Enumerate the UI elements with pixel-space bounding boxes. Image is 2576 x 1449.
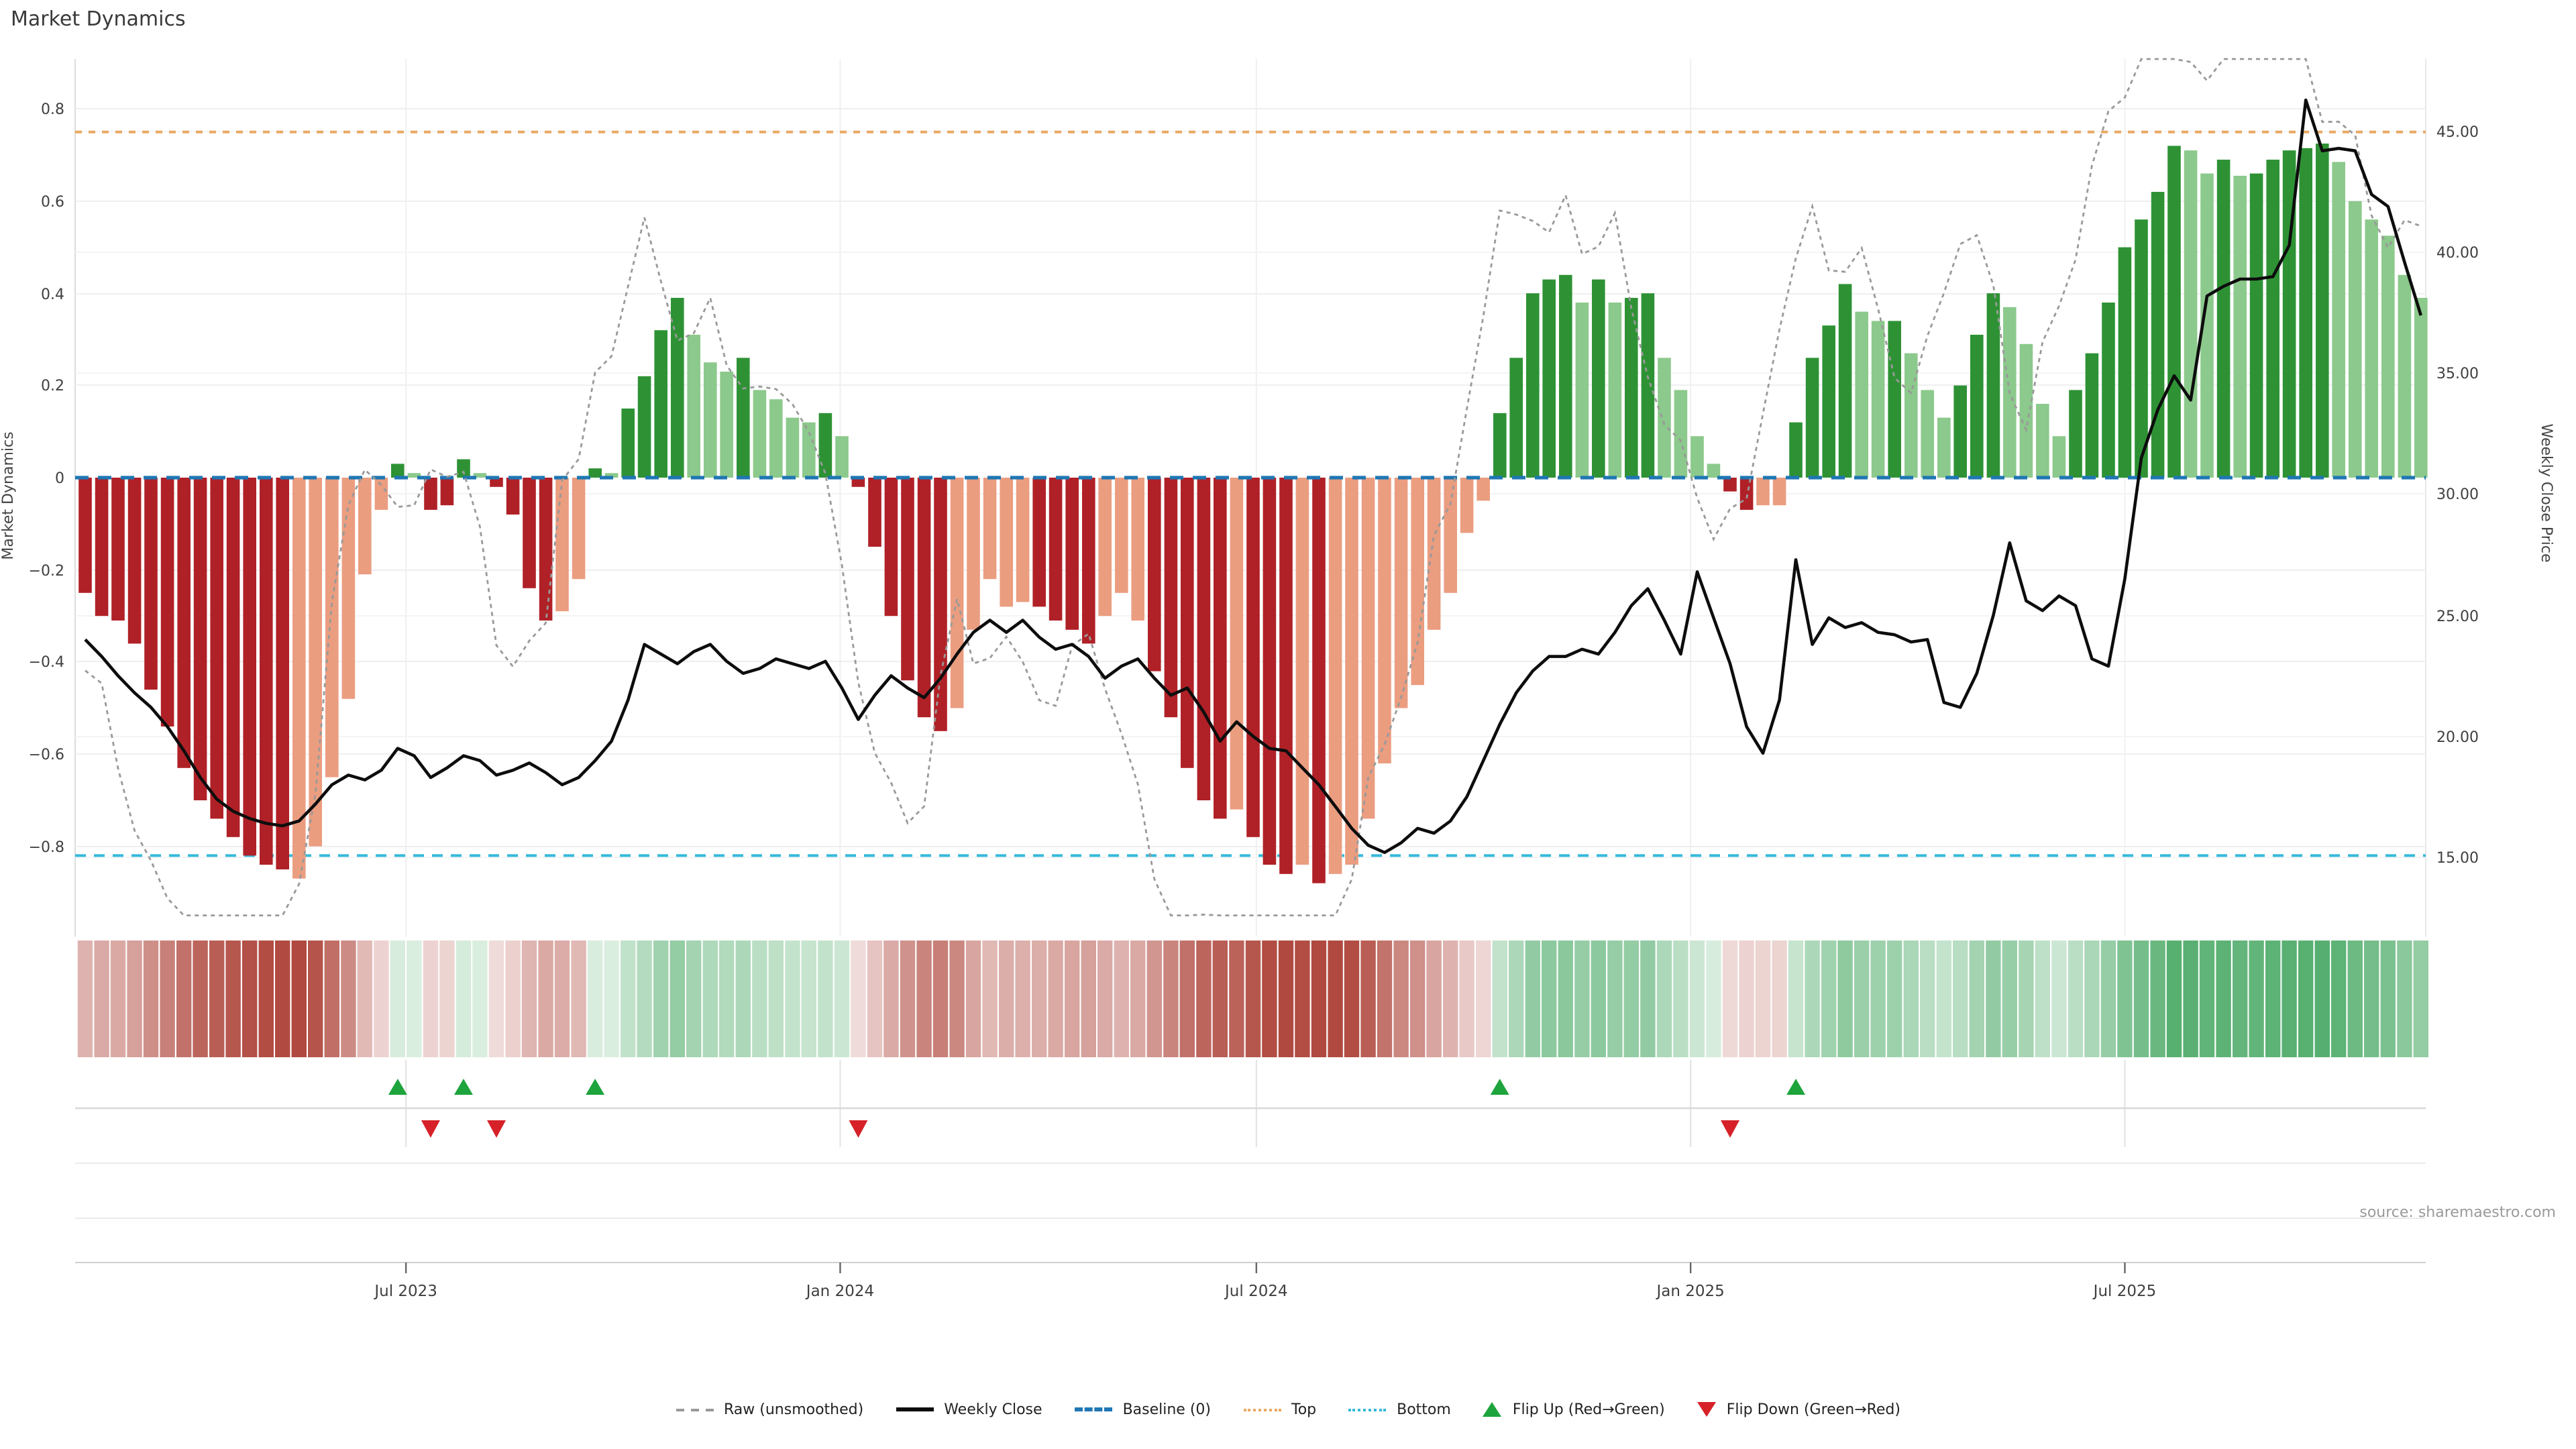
svg-text:40.00: 40.00 <box>2436 245 2479 262</box>
close-swatch <box>896 1407 934 1411</box>
baseline-swatch <box>1074 1407 1112 1411</box>
svg-text:0.8: 0.8 <box>41 101 64 118</box>
vertical-gridlines <box>74 59 2426 1147</box>
svg-text:0: 0 <box>55 470 64 487</box>
legend-item-label: Raw (unsmoothed) <box>724 1401 864 1418</box>
svg-text:−0.4: −0.4 <box>29 654 64 671</box>
svg-text:0.6: 0.6 <box>41 194 64 211</box>
legend: Raw (unsmoothed) Weekly Close Baseline (0)… <box>0 1401 2576 1418</box>
flip-up-markers <box>388 1079 1806 1095</box>
top-swatch <box>1243 1408 1281 1411</box>
legend-item-label: Flip Down (Green→Red) <box>1726 1401 1900 1418</box>
bottom-swatch <box>1348 1408 1387 1411</box>
legend-item-baseline: Baseline (0) <box>1074 1401 1211 1418</box>
marker-band-lines <box>75 1107 2426 1263</box>
legend-item-raw: Raw (unsmoothed) <box>676 1401 863 1418</box>
x-axis: Jul 2023 Jan 2024 Jul 2024 Jan 2025 Jul 2025 <box>373 1263 2156 1300</box>
right-axis-ticks: 45.00 40.00 35.00 30.00 25.00 20.00 15.00 <box>2436 124 2479 867</box>
legend-item-flip_up: Flip Up (Red→Green) <box>1483 1401 1665 1418</box>
svg-text:35.00: 35.00 <box>2436 366 2479 382</box>
svg-text:20.00: 20.00 <box>2436 729 2479 746</box>
svg-text:30.00: 30.00 <box>2436 486 2479 503</box>
chart-canvas: Jul 2023 Jan 2024 Jul 2024 Jan 2025 Jul 2025… <box>29 58 2479 1300</box>
page-title: Market Dynamics <box>11 7 186 31</box>
legend-item-label: Weekly Close <box>944 1401 1042 1418</box>
legend-item-label: Baseline (0) <box>1122 1401 1211 1418</box>
svg-text:Jul 2023: Jul 2023 <box>373 1283 437 1300</box>
legend-item-top: Top <box>1243 1401 1316 1418</box>
svg-text:−0.2: −0.2 <box>29 563 64 580</box>
raw-line <box>85 58 2422 916</box>
flip-down-markers <box>421 1120 1739 1138</box>
legend-item-bottom: Bottom <box>1348 1401 1451 1418</box>
svg-text:45.00: 45.00 <box>2436 124 2479 141</box>
dynamics-bars <box>78 144 2428 883</box>
flip-up-icon <box>1483 1402 1502 1417</box>
svg-text:−0.6: −0.6 <box>29 747 64 763</box>
source-note: source: sharemaestro.com <box>2359 1203 2556 1221</box>
heatmap-strip <box>77 941 2428 1057</box>
horizontal-gridlines <box>75 108 2426 858</box>
weekly-close-line <box>84 98 2422 855</box>
svg-text:15.00: 15.00 <box>2436 850 2479 867</box>
left-axis-ticks: 0.8 0.6 0.4 0.2 0 −0.2 −0.4 −0.6 −0.8 <box>29 101 64 856</box>
svg-text:Jul 2024: Jul 2024 <box>1224 1283 1288 1300</box>
raw-swatch <box>676 1408 713 1411</box>
flip-down-icon <box>1697 1402 1716 1417</box>
svg-text:25.00: 25.00 <box>2436 608 2479 625</box>
svg-text:−0.8: −0.8 <box>29 839 64 856</box>
legend-item-label: Top <box>1291 1401 1317 1418</box>
legend-item-flip_down: Flip Down (Green→Red) <box>1697 1401 1900 1418</box>
svg-text:0.2: 0.2 <box>41 378 64 394</box>
svg-text:Jul 2025: Jul 2025 <box>2092 1283 2157 1300</box>
svg-text:Jan 2025: Jan 2025 <box>1655 1283 1724 1300</box>
legend-item-label: Flip Up (Red→Green) <box>1512 1401 1665 1418</box>
svg-text:Jan 2024: Jan 2024 <box>805 1283 874 1300</box>
legend-item-label: Bottom <box>1397 1401 1451 1418</box>
legend-item-close: Weekly Close <box>896 1401 1042 1418</box>
svg-text:0.4: 0.4 <box>41 286 64 303</box>
